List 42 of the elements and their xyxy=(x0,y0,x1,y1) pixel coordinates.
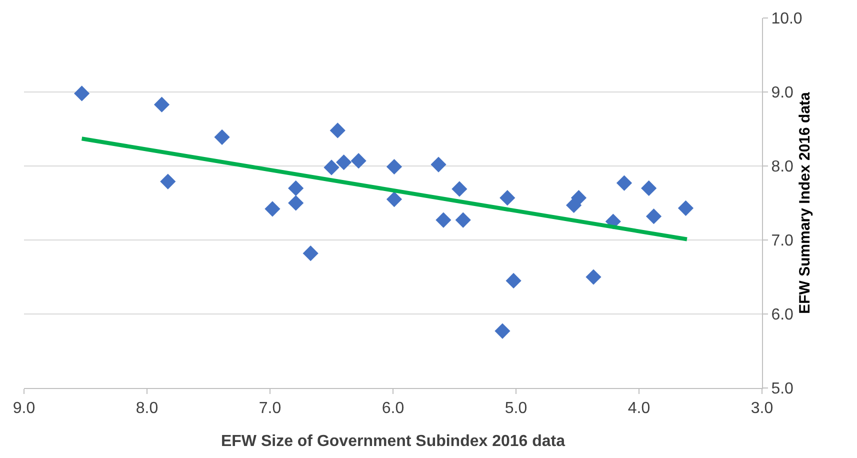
point xyxy=(386,158,402,175)
y-tick-label: 7.0 xyxy=(771,232,794,250)
point xyxy=(336,154,352,170)
x-tick-label: 8.0 xyxy=(136,400,158,418)
point xyxy=(616,175,632,191)
point xyxy=(641,180,657,196)
x-tick-label: 6.0 xyxy=(382,400,404,418)
point xyxy=(264,201,280,217)
y-tick-label: 5.0 xyxy=(771,380,794,398)
point xyxy=(678,200,694,216)
point xyxy=(586,269,602,285)
point xyxy=(436,212,452,228)
point xyxy=(302,246,318,262)
point xyxy=(646,208,662,224)
point xyxy=(160,174,176,190)
point xyxy=(386,192,402,208)
point xyxy=(452,181,468,197)
point xyxy=(330,122,346,138)
point xyxy=(288,180,304,196)
y-tick-label: 10.0 xyxy=(771,10,802,28)
x-tick-label: 3.0 xyxy=(750,400,774,418)
point xyxy=(74,86,90,102)
y-tick-label: 8.0 xyxy=(771,158,794,176)
point xyxy=(430,156,446,172)
x-tick-label: 5.0 xyxy=(504,400,528,418)
point xyxy=(570,190,587,206)
y-tick-label: 9.0 xyxy=(771,84,794,102)
point xyxy=(324,160,340,176)
point xyxy=(350,153,366,169)
point xyxy=(506,272,522,288)
y-tick-label: 6.0 xyxy=(771,306,794,324)
x-tick-label: 9.0 xyxy=(12,400,36,418)
point xyxy=(500,190,516,206)
x-tick-label: 7.0 xyxy=(258,400,282,418)
y-axis-title: EFW Summary Index 2016 data xyxy=(796,91,814,314)
point xyxy=(455,212,471,228)
point xyxy=(494,323,510,339)
x-axis-title: EFW Size of Government Subindex 2016 data xyxy=(220,433,566,450)
point xyxy=(288,195,304,211)
point xyxy=(154,96,170,112)
point xyxy=(214,129,230,145)
x-tick-label: 4.0 xyxy=(628,400,650,418)
